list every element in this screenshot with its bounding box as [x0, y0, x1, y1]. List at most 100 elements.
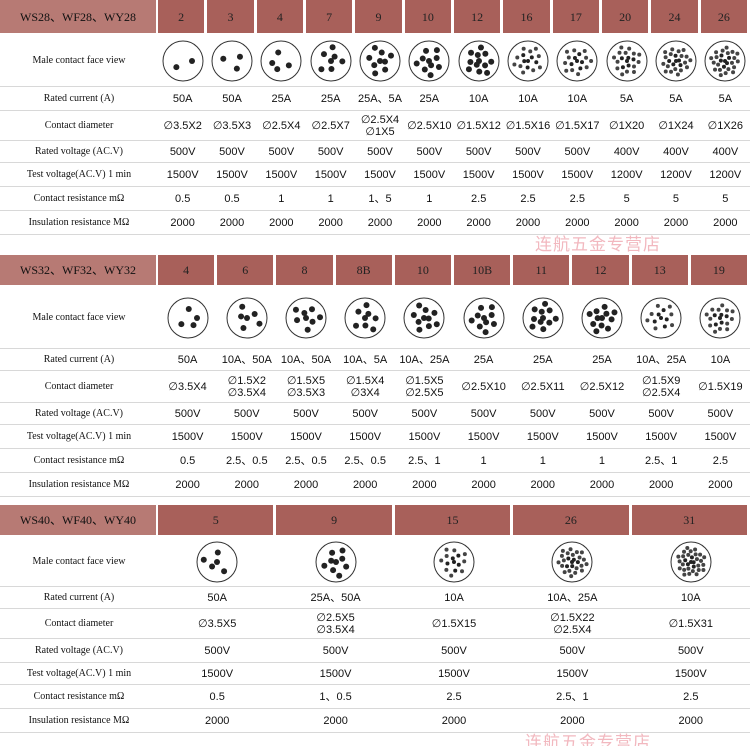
- value-line: ∅2.5X5: [316, 612, 355, 624]
- row-label: Rated current (A): [43, 592, 115, 603]
- column-header: 6: [217, 255, 274, 285]
- value-cell: 400V: [602, 141, 651, 163]
- contact-face-icon: [670, 541, 712, 583]
- value-text: 25A: [473, 354, 494, 366]
- row-divider: [0, 402, 750, 403]
- value-text: ∅1.5X12: [456, 120, 501, 132]
- value-cell: [207, 35, 256, 87]
- row-divider: [0, 662, 750, 663]
- value-text: 2000: [565, 217, 590, 229]
- value-line: ∅1.5X2: [227, 375, 266, 387]
- value-text: ∅2.5X7: [311, 120, 350, 132]
- value-text: 0.5: [224, 193, 240, 205]
- value-text: 1500V: [216, 169, 248, 181]
- value-text: 400V: [663, 146, 689, 158]
- column-header: 12: [454, 0, 501, 33]
- value-cell: 1: [454, 449, 513, 473]
- row-divider: [0, 638, 750, 639]
- value-text: 1500V: [645, 431, 678, 443]
- contact-face-icon: [162, 40, 204, 82]
- value-text: 500V: [322, 645, 349, 657]
- value-cell: ∅1.5X9 ∅2.5X4: [632, 371, 691, 403]
- value-cell: 0.5: [158, 685, 276, 709]
- value-cell: 2000: [454, 211, 503, 235]
- contact-face-icon: [655, 40, 697, 82]
- contact-face-icon: [522, 297, 564, 339]
- row-label: Male contact face view: [32, 556, 126, 567]
- row-label: Test voltage(AC.V) 1 min: [26, 668, 132, 679]
- row-divider: [0, 86, 750, 87]
- value-cell: ∅2.5X4: [257, 111, 306, 141]
- value-cell: 500V: [306, 141, 355, 163]
- value-text: 2.5、0.5: [225, 455, 268, 467]
- table-title: WS40、WF40、WY40: [0, 505, 156, 535]
- row-label: Contact resistance mΩ: [33, 691, 125, 702]
- value-text: 2000: [318, 217, 343, 229]
- value-cell: ∅1.5X5 ∅2.5X5: [395, 371, 454, 403]
- value-text: 2000: [441, 715, 467, 727]
- value-cell: 25A: [454, 349, 513, 371]
- value-cell: 1500V: [306, 163, 355, 187]
- row-divider: [0, 732, 750, 733]
- value-line: ∅1.5X4: [346, 375, 385, 387]
- contact-face-icon: [315, 541, 357, 583]
- value-cell: 1200V: [651, 163, 700, 187]
- contact-face-icon: [458, 40, 500, 82]
- column-header: 8: [276, 255, 333, 285]
- value-cell: 1、0.5: [276, 685, 394, 709]
- contact-face-icon: [196, 541, 238, 583]
- value-text: 25A: [592, 354, 612, 366]
- value-cell: ∅2.5X12: [572, 371, 631, 403]
- value-cell: [158, 35, 207, 87]
- value-line: ∅1.5X5: [405, 375, 444, 387]
- row-divider: [0, 234, 750, 235]
- value-text: 10A、25A: [547, 592, 598, 604]
- value-text: 5A: [619, 93, 634, 105]
- row-divider: [0, 708, 750, 709]
- value-cell: ∅1.5X12: [454, 111, 503, 141]
- value-text: 500V: [470, 408, 497, 420]
- row-divider: [0, 496, 750, 497]
- value-text: 2000: [352, 479, 378, 491]
- value-text: 2000: [323, 715, 348, 727]
- value-cell: ∅2.5X7: [306, 111, 355, 141]
- value-text: 2000: [466, 217, 491, 229]
- value-cell: [158, 287, 217, 349]
- value-cell: [257, 35, 306, 87]
- value-cell: 400V: [701, 141, 750, 163]
- contact-face-icon: [463, 297, 505, 339]
- value-text: 400V: [613, 146, 640, 158]
- row-label: Contact diameter: [44, 120, 114, 131]
- value-cell: ∅3.5X5: [158, 609, 276, 639]
- value-cell: 2000: [651, 211, 700, 235]
- value-cell: 2.5、1: [632, 449, 691, 473]
- value-cell: 1500V: [503, 163, 552, 187]
- value-line: ∅2.5X4: [553, 624, 592, 636]
- value-text: 500V: [411, 408, 438, 420]
- value-cell: 25A、5A: [355, 87, 404, 111]
- value-cell: 1500V: [513, 425, 572, 449]
- row-label: Rated voltage (AC.V): [34, 645, 124, 656]
- value-text: 50A: [172, 93, 193, 105]
- value-text: 500V: [367, 146, 393, 158]
- value-text: 10A、5A: [343, 354, 388, 366]
- value-cell: 500V: [503, 141, 552, 163]
- value-cell: ∅1.5X22 ∅2.5X4: [513, 609, 631, 639]
- value-cell: ∅1.5X15: [395, 609, 513, 639]
- value-line: ∅3.5X4: [316, 624, 355, 636]
- value-text: ∅1X24: [658, 120, 694, 132]
- value-cell: [513, 537, 631, 587]
- value-cell: 500V: [513, 639, 631, 663]
- column-header: 8B: [335, 255, 392, 285]
- value-text: 500V: [219, 146, 245, 158]
- value-cell: 2000: [217, 473, 276, 497]
- value-text: 2000: [663, 217, 689, 229]
- value-line: ∅3.5X4: [227, 387, 266, 399]
- value-text: 2000: [170, 217, 195, 229]
- value-cell: [395, 537, 513, 587]
- value-text: 25A、5A: [357, 93, 402, 105]
- value-cell: 1200V: [602, 163, 651, 187]
- value-text: 2.5: [471, 193, 487, 205]
- value-cell: 1500V: [454, 163, 503, 187]
- value-cell: 2000: [257, 211, 306, 235]
